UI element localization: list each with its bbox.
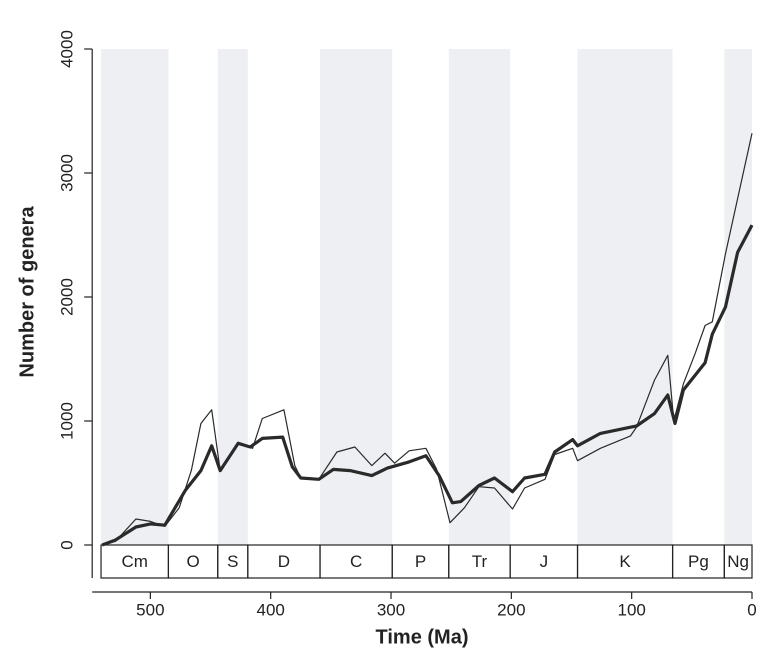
x-tick-label: 500 bbox=[136, 600, 164, 619]
period-label: S bbox=[227, 552, 238, 571]
x-tick-label: 300 bbox=[377, 600, 405, 619]
x-tick-label: 400 bbox=[257, 600, 285, 619]
period-shade bbox=[217, 49, 248, 545]
period-shade bbox=[448, 49, 511, 545]
y-tick-label: 2000 bbox=[58, 278, 77, 316]
period-label: K bbox=[619, 552, 631, 571]
y-tick-label: 4000 bbox=[58, 30, 77, 68]
period-box bbox=[723, 544, 753, 579]
y-tick-label: 1000 bbox=[58, 402, 77, 440]
y-axis-title: Number of genera bbox=[16, 206, 38, 378]
period-label: Cm bbox=[121, 552, 147, 571]
period-shade bbox=[320, 49, 393, 545]
period-label: Ng bbox=[727, 552, 749, 571]
period-label: J bbox=[540, 552, 549, 571]
period-shade bbox=[577, 49, 673, 545]
x-tick-label: 200 bbox=[497, 600, 525, 619]
x-tick-label: 0 bbox=[747, 600, 756, 619]
period-label: D bbox=[278, 552, 290, 571]
x-axis-title: Time (Ma) bbox=[376, 626, 469, 648]
period-label: O bbox=[186, 552, 199, 571]
y-tick-label: 3000 bbox=[58, 154, 77, 192]
period-label: Tr bbox=[472, 552, 488, 571]
y-tick-label: 0 bbox=[58, 540, 77, 549]
x-tick-label: 100 bbox=[617, 600, 645, 619]
period-label: P bbox=[415, 552, 426, 571]
period-shade bbox=[101, 49, 169, 545]
series-line bbox=[101, 224, 754, 547]
series-line bbox=[102, 133, 753, 546]
period-label: C bbox=[350, 552, 362, 571]
period-label: Pg bbox=[688, 552, 709, 571]
